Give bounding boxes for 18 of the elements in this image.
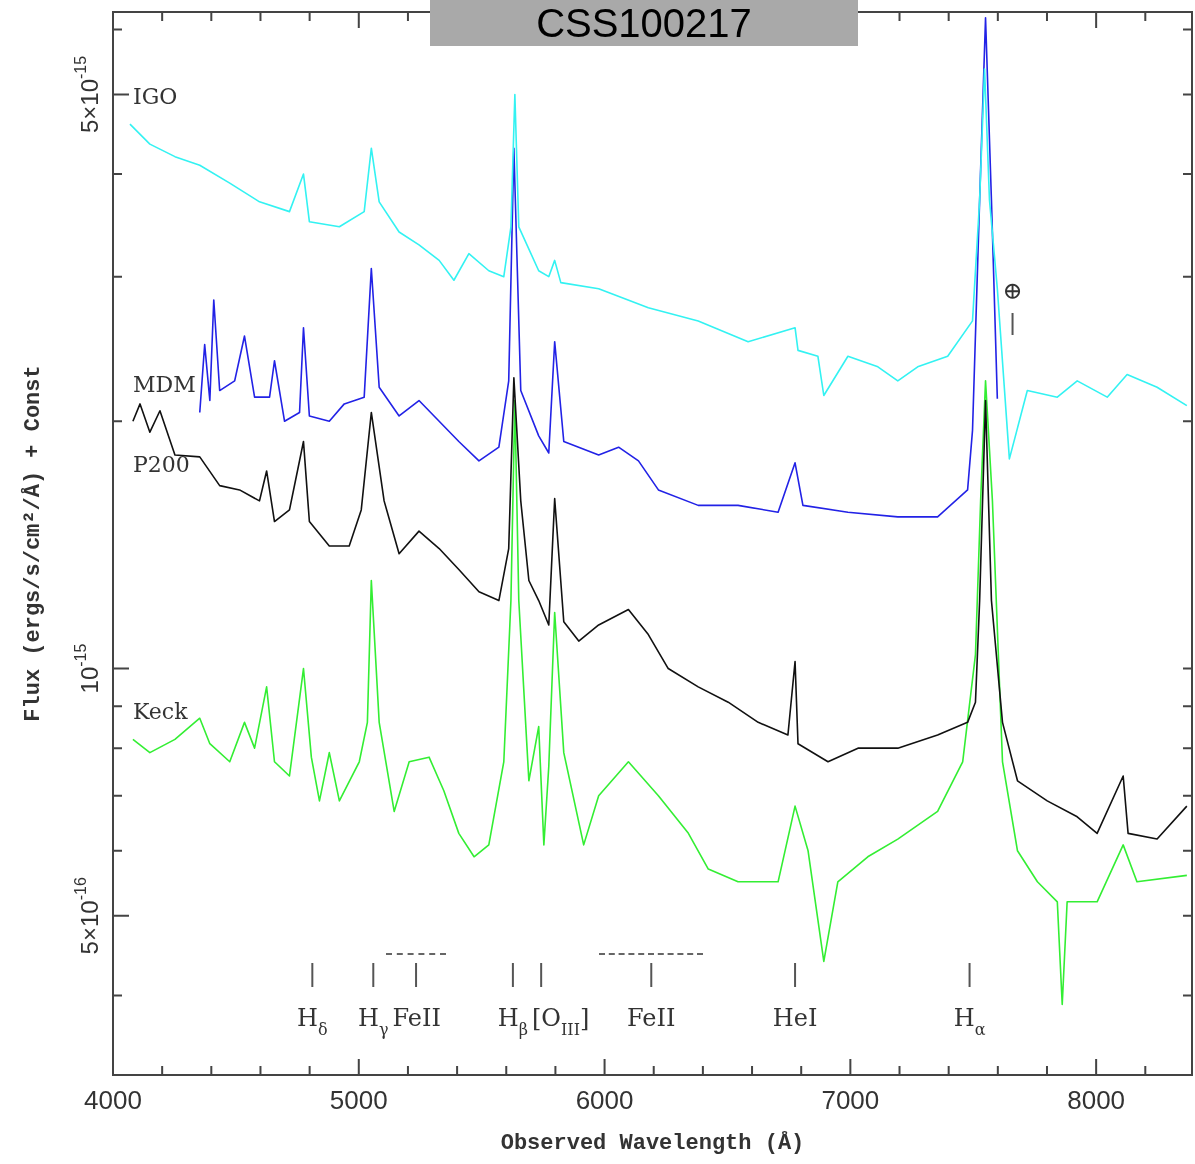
x-tick-label: 5000 <box>329 1085 388 1116</box>
y-tick-label: 10-15 <box>71 643 103 694</box>
ref-line-label: FeII <box>627 1004 676 1033</box>
series-label: MDM <box>133 372 196 398</box>
x-tick-label: 8000 <box>1067 1085 1126 1116</box>
y-tick-label: 5×10-15 <box>71 55 103 134</box>
ref-line-label: FeII <box>392 1004 442 1033</box>
series-label: Keck <box>133 699 189 725</box>
x-tick-label: 6000 <box>575 1085 634 1116</box>
x-tick-label: 7000 <box>821 1085 880 1116</box>
series-label: P200 <box>133 452 190 478</box>
y-tick-label: 5×10-16 <box>71 877 103 955</box>
x-tick-label: 4000 <box>84 1085 142 1116</box>
x-axis-title: Observed Wavelength (Å) <box>500 1129 805 1156</box>
annotation: ⊕ <box>1002 277 1023 306</box>
ref-line-label: HeI <box>772 1004 818 1033</box>
series-label: IGO <box>133 83 178 109</box>
y-axis-title: Flux (ergs/s/cm²/Å) + Const <box>19 365 46 722</box>
